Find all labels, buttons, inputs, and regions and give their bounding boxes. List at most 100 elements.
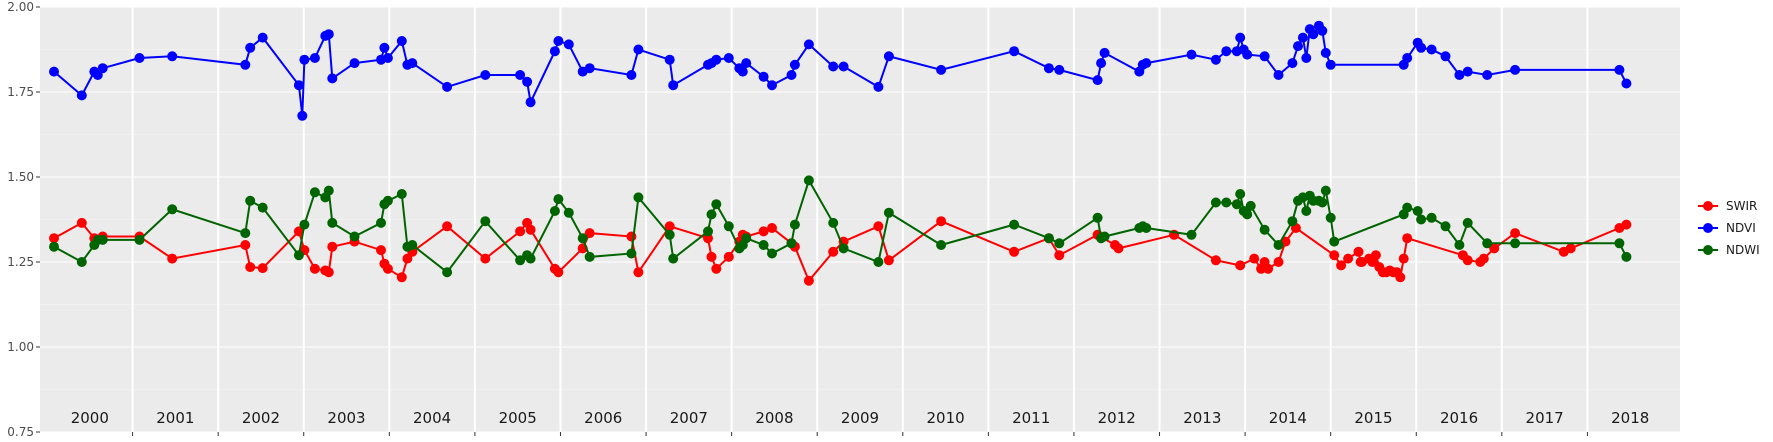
data-point-ndwi: [245, 195, 256, 206]
data-point-ndwi: [1259, 224, 1270, 235]
data-point-ndwi: [396, 189, 407, 199]
data-point-ndwi: [1402, 202, 1413, 213]
data-point-swir: [1398, 253, 1409, 264]
data-point-swir: [245, 262, 256, 273]
data-point-ndwi: [1454, 240, 1465, 250]
data-point-ndwi: [1329, 236, 1340, 247]
data-point-ndwi: [838, 243, 849, 254]
data-point-swir: [323, 267, 334, 278]
data-point-swir: [584, 228, 595, 239]
series-layer: [49, 20, 1632, 286]
data-point-swir: [1510, 228, 1521, 239]
data-point-swir: [1565, 243, 1576, 254]
data-point-ndwi: [563, 207, 574, 218]
data-point-ndwi: [167, 204, 178, 215]
data-point-ndwi: [1301, 206, 1312, 216]
data-point-ndwi: [1009, 219, 1020, 230]
data-point-ndwi: [873, 257, 884, 267]
data-point-swir: [706, 251, 717, 262]
data-point-swir: [1009, 246, 1020, 257]
data-point-ndvi: [1273, 70, 1284, 80]
data-point-ndwi: [767, 248, 777, 259]
data-point-swir: [257, 263, 268, 274]
data-point-swir: [293, 226, 304, 237]
year-label: 2006: [584, 409, 622, 427]
data-point-ndvi: [1096, 58, 1107, 69]
year-label: 2002: [242, 409, 280, 427]
data-point-ndvi: [1416, 42, 1427, 53]
data-point-swir: [515, 226, 526, 237]
data-point-ndvi: [1462, 66, 1473, 77]
data-point-ndwi: [1245, 200, 1256, 211]
data-point-ndvi: [626, 70, 637, 80]
legend-item-swir: SWIR: [1698, 199, 1757, 213]
data-point-ndvi: [407, 58, 418, 69]
data-point-swir: [758, 226, 769, 237]
data-point-ndvi: [134, 53, 145, 63]
data-point-ndwi: [299, 219, 310, 230]
data-point-ndwi: [49, 241, 59, 252]
y-tick-label: 1.50: [7, 170, 34, 184]
year-label: 2018: [1611, 409, 1649, 427]
data-point-ndwi: [240, 228, 251, 239]
data-point-ndvi: [245, 42, 256, 53]
data-point-swir: [1402, 233, 1413, 244]
data-point-ndwi: [1621, 251, 1632, 262]
data-point-ndwi: [480, 216, 491, 227]
data-point-ndvi: [1317, 25, 1328, 36]
data-point-ndvi: [1293, 41, 1303, 52]
data-point-ndwi: [1287, 216, 1298, 227]
year-label: 2013: [1183, 409, 1221, 427]
data-point-ndwi: [1317, 197, 1328, 208]
data-point-ndwi: [1440, 221, 1451, 232]
data-point-swir: [873, 221, 884, 232]
data-point-ndvi: [76, 90, 87, 101]
data-point-ndwi: [525, 253, 536, 264]
data-point-ndwi: [758, 240, 769, 250]
data-point-swir: [664, 221, 675, 232]
data-point-swir: [240, 240, 251, 250]
data-point-ndwi: [257, 202, 268, 213]
data-point-ndvi: [49, 66, 59, 77]
data-point-ndwi: [711, 199, 722, 210]
data-point-ndwi: [703, 226, 713, 237]
year-label: 2004: [413, 409, 451, 427]
data-point-ndwi: [1273, 240, 1284, 250]
data-point-ndvi: [873, 81, 884, 92]
data-point-ndvi: [758, 71, 769, 82]
data-point-ndwi: [1242, 209, 1253, 220]
data-point-ndwi: [553, 194, 564, 205]
data-point-swir: [1462, 255, 1473, 266]
year-label: 2017: [1526, 409, 1564, 427]
data-point-swir: [396, 272, 407, 283]
data-point-ndwi: [1510, 238, 1521, 249]
data-point-ndwi: [664, 229, 675, 240]
data-point-ndwi: [803, 175, 814, 186]
data-point-ndwi: [97, 234, 108, 245]
legend-key-dot: [1703, 201, 1713, 211]
data-point-swir: [76, 217, 87, 228]
data-point-ndwi: [828, 217, 839, 228]
data-point-swir: [633, 267, 644, 278]
data-point-ndvi: [293, 80, 304, 91]
series-ndvi: [49, 20, 1632, 121]
data-point-ndwi: [1235, 189, 1246, 199]
data-point-ndvi: [1054, 64, 1065, 75]
legend-key-dot: [1703, 223, 1713, 233]
data-point-ndwi: [327, 217, 338, 228]
data-point-ndvi: [396, 36, 407, 46]
data-point-ndvi: [299, 54, 310, 65]
data-point-swir: [1054, 250, 1065, 261]
data-point-ndvi: [553, 36, 564, 46]
data-point-swir: [49, 233, 59, 244]
data-point-ndvi: [767, 80, 777, 91]
data-point-ndvi: [1320, 47, 1331, 58]
data-point-ndvi: [1621, 78, 1632, 89]
data-point-ndvi: [936, 64, 947, 75]
year-label: 2009: [841, 409, 879, 427]
data-point-swir: [309, 263, 320, 274]
data-point-ndwi: [1426, 212, 1437, 223]
data-point-ndvi: [828, 61, 839, 72]
data-point-swir: [1478, 253, 1489, 264]
data-point-ndwi: [706, 209, 717, 220]
